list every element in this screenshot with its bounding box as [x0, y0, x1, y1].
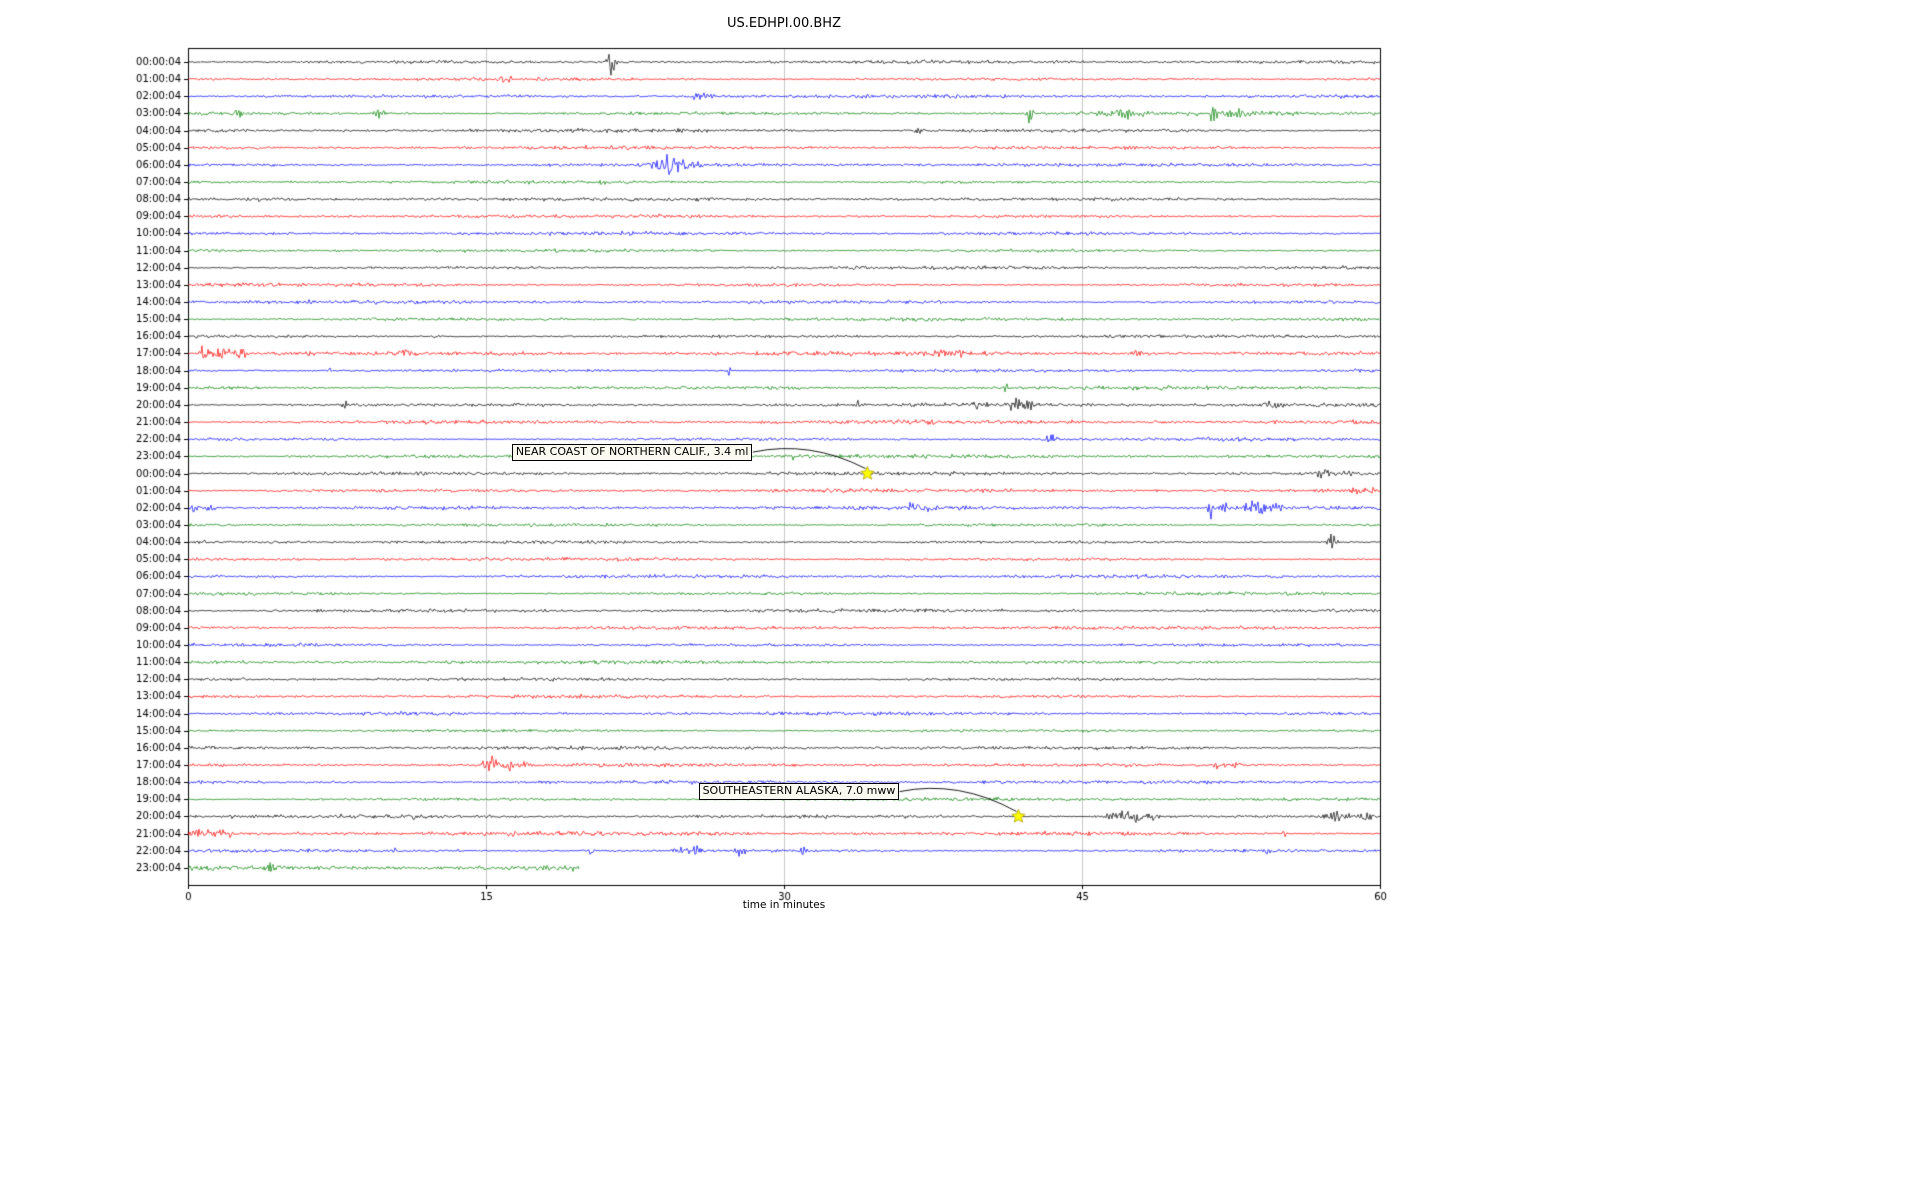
x-axis-label: time in minutes: [742, 899, 826, 911]
event-annotation: NEAR COAST OF NORTHERN CALIF., 3.4 ml: [511, 443, 753, 461]
event-annotation: SOUTHEASTERN ALASKA, 7.0 mww: [698, 783, 900, 801]
page-title: US.EDHPI.00.BHZ: [727, 16, 841, 31]
